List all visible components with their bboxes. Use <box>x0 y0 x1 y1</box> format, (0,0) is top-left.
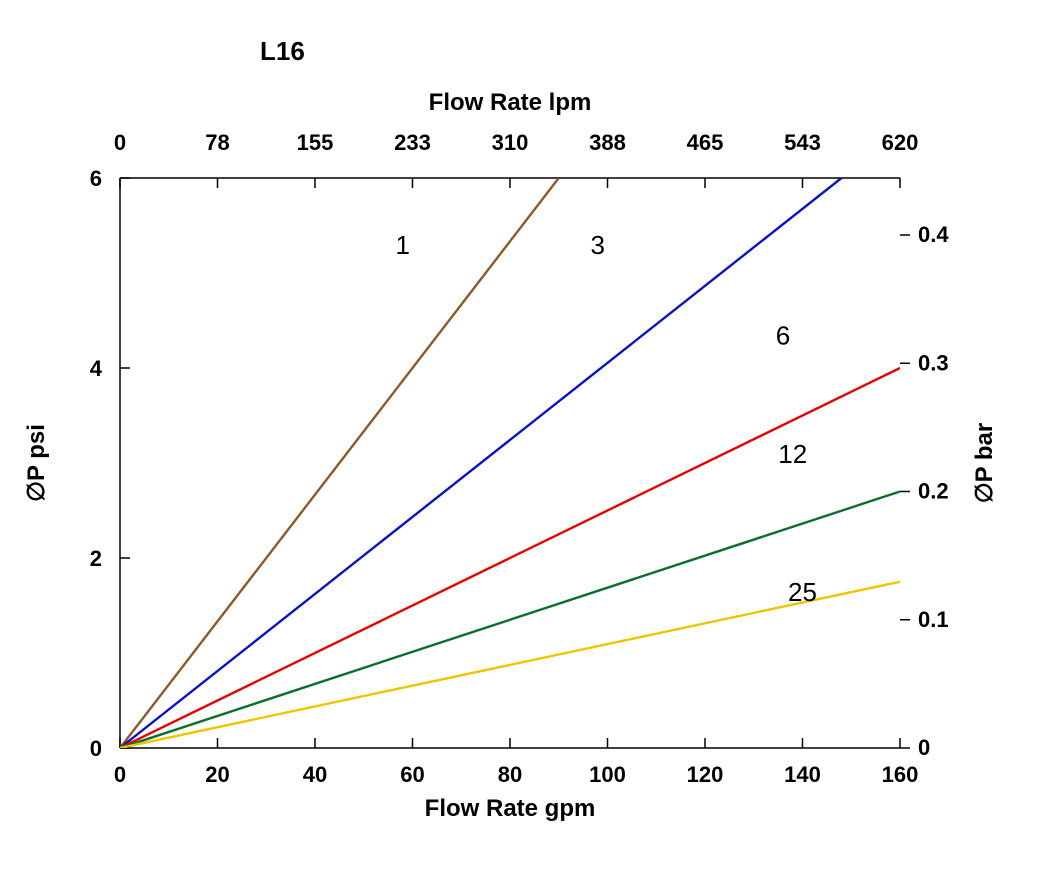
axis-top-tick-label: 78 <box>205 130 229 155</box>
pressure-drop-chart: L16Flow Rate lpm078155233310388465543620… <box>0 0 1050 892</box>
axis-bottom-tick-label: 80 <box>498 762 522 787</box>
axis-left-tick-label: 2 <box>90 546 102 571</box>
axis-right-tick-label: 0.4 <box>918 222 949 247</box>
series-label-25: 25 <box>788 577 817 607</box>
axis-top-tick-label: 543 <box>784 130 821 155</box>
axis-bottom-tick-label: 0 <box>114 762 126 787</box>
axis-bottom-tick-label: 140 <box>784 762 821 787</box>
axis-top-tick-label: 0 <box>114 130 126 155</box>
axis-left-tick-label: 6 <box>90 166 102 191</box>
axis-left-tick-label: 0 <box>90 736 102 761</box>
axis-top-tick-label: 388 <box>589 130 626 155</box>
axis-top-tick-label: 620 <box>882 130 919 155</box>
axis-bottom-label: Flow Rate gpm <box>425 795 596 822</box>
axis-left-label: ∅P psi <box>23 424 50 502</box>
axis-top-tick-label: 465 <box>687 130 724 155</box>
axis-bottom-tick-label: 40 <box>303 762 327 787</box>
axis-top-tick-label: 233 <box>394 130 431 155</box>
axis-right-tick-label: 0.3 <box>918 350 949 375</box>
axis-left-tick-label: 4 <box>90 356 103 381</box>
series-label-12: 12 <box>778 439 807 469</box>
axis-top-tick-label: 310 <box>492 130 529 155</box>
axis-right-tick-label: 0.2 <box>918 479 949 504</box>
axis-bottom-tick-label: 100 <box>589 762 626 787</box>
series-label-6: 6 <box>776 320 790 350</box>
axis-bottom-tick-label: 120 <box>687 762 724 787</box>
axis-bottom-tick-label: 20 <box>205 762 229 787</box>
series-label-3: 3 <box>591 230 605 260</box>
axis-bottom-tick-label: 60 <box>400 762 424 787</box>
axis-top-tick-label: 155 <box>297 130 334 155</box>
axis-top-label: Flow Rate lpm <box>429 89 592 116</box>
series-label-1: 1 <box>396 230 410 260</box>
axis-bottom-tick-label: 160 <box>882 762 919 787</box>
chart-title: L16 <box>260 36 305 66</box>
axis-right-label: ∅P bar <box>971 423 998 504</box>
axis-right-tick-label: 0.1 <box>918 607 949 632</box>
axis-right-tick-label: 0 <box>918 735 930 760</box>
